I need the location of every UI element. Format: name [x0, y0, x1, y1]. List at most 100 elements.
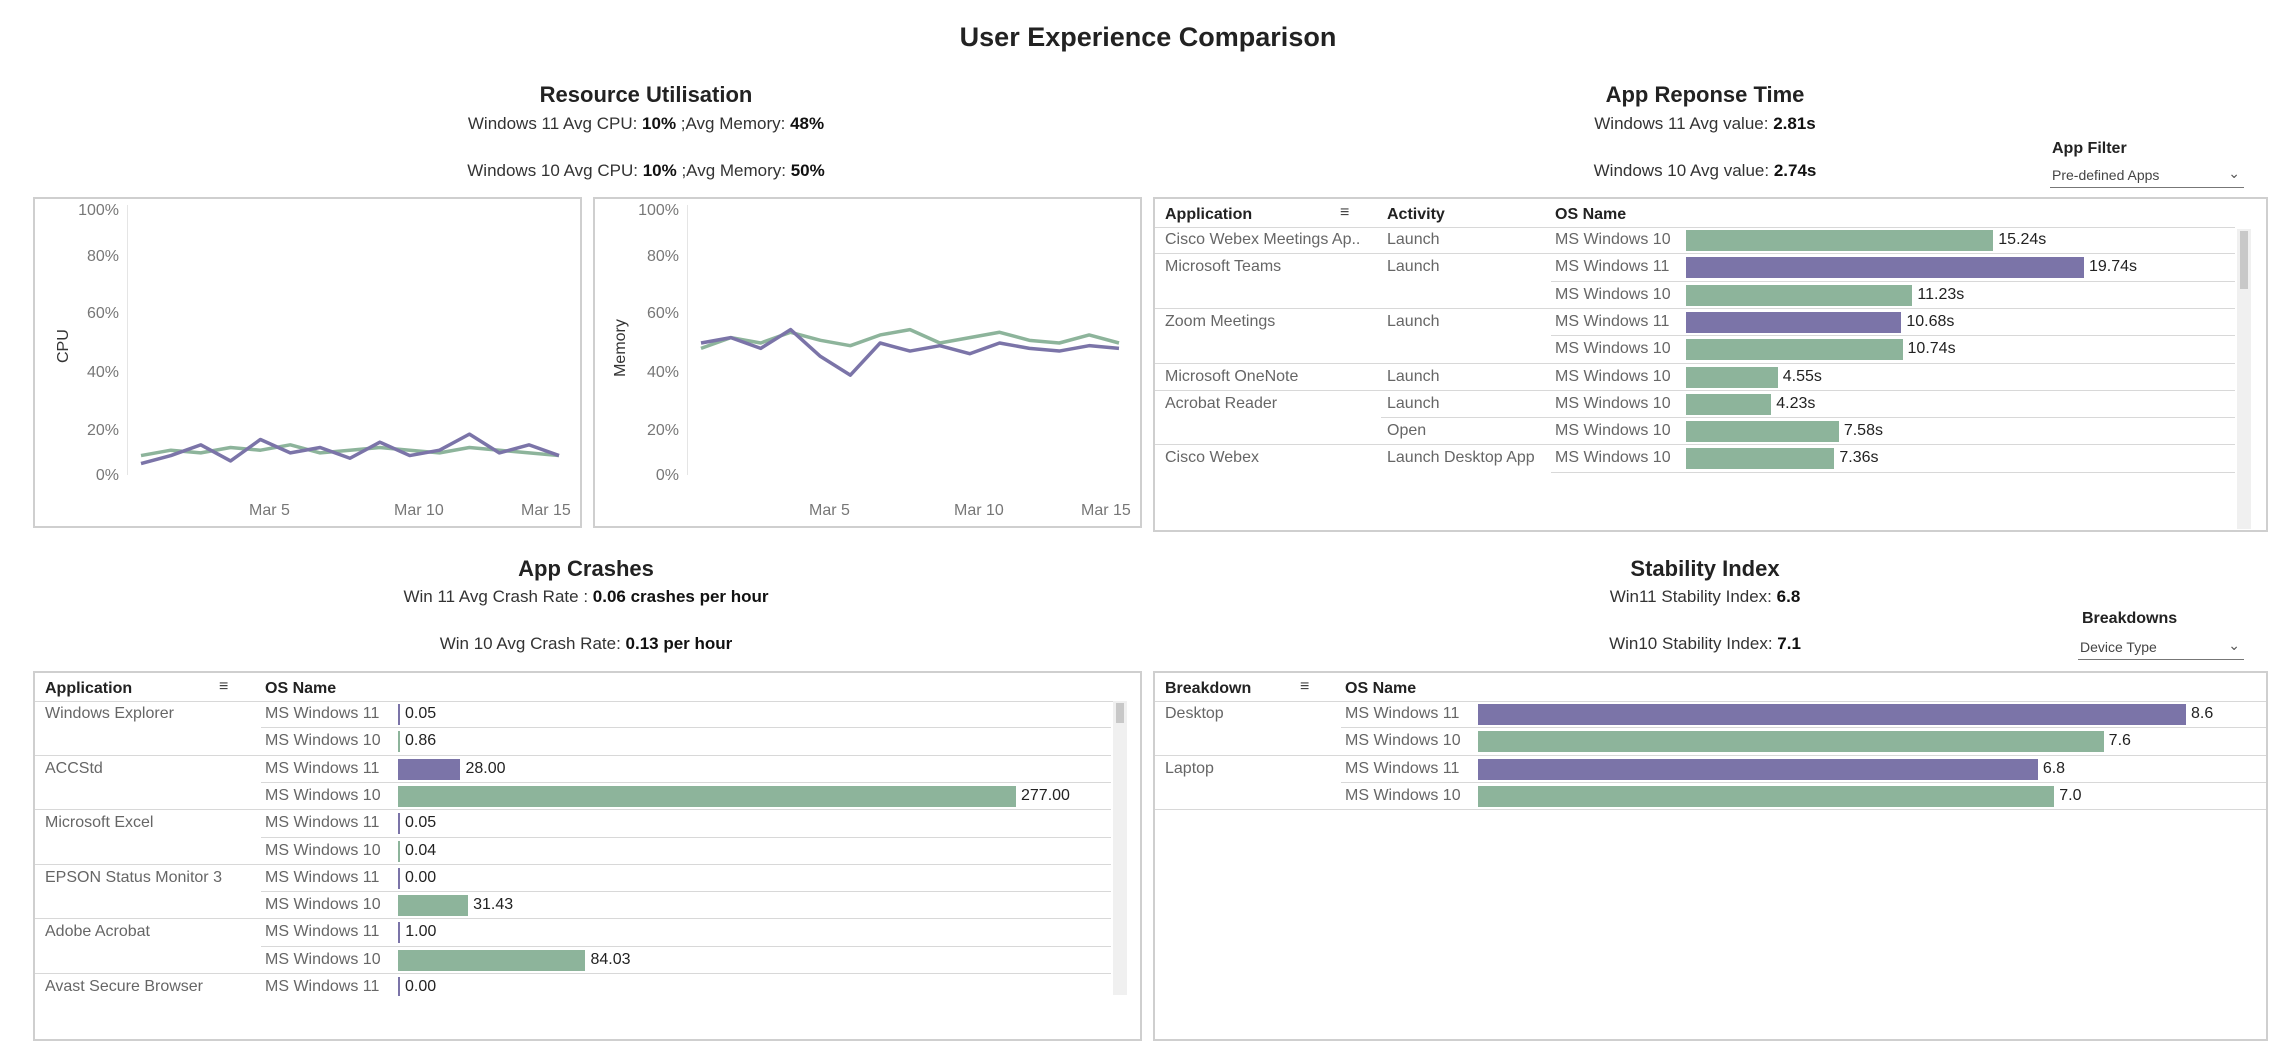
crash-bar-label: 0.00: [405, 978, 437, 995]
crash-bar: [398, 949, 586, 971]
response-activity: Launch: [1387, 312, 1440, 330]
crash-bar: [398, 895, 469, 917]
row-divider: [35, 863, 1111, 865]
response-bar: [1686, 284, 1913, 306]
response-rows: Cisco Webex Meetings Ap.. Launch MS Window…: [1155, 227, 2240, 530]
scrollbar-thumb[interactable]: [2240, 231, 2248, 289]
crash-bar-label: 0.05: [405, 814, 437, 832]
app-filter-value: Pre-defined Apps: [2052, 167, 2160, 183]
crash-app-name: Microsoft Excel: [45, 814, 154, 832]
row-divider: [261, 945, 1111, 947]
response-os-name: MS Windows 10: [1555, 394, 1671, 412]
resource-w11-summary: Windows 11 Avg CPU: 10% ;Avg Memory: 48%: [467, 114, 825, 133]
stability-bar-label: 8.6: [2191, 705, 2214, 722]
breakdowns-dropdown[interactable]: Device Type ⌄: [2078, 636, 2244, 660]
cpu-ytick: 60%: [86, 305, 119, 322]
crash-bar-label: 31.43: [473, 896, 514, 914]
memory-ytick: 80%: [646, 248, 679, 265]
response-header-application: Application: [1165, 206, 1253, 223]
crash-os-name: MS Windows 11: [265, 814, 380, 832]
response-os-name: MS Windows 10: [1555, 422, 1671, 440]
memory-ytick: 0%: [655, 467, 679, 484]
response-bar-label: 10.74s: [1907, 340, 1956, 358]
cpu-ytick: 40%: [86, 364, 119, 381]
stability-header-breakdown: Breakdown: [1165, 680, 1252, 697]
stability-breakdown: Desktop: [1165, 705, 1224, 722]
cpu-xtick: Mar 5: [249, 502, 290, 519]
row-divider: [261, 891, 1111, 893]
crash-os-name: MS Windows 11: [265, 868, 380, 886]
stability-header-os: OS Name: [1345, 680, 1417, 697]
response-app-name: Acrobat Reader: [1165, 394, 1278, 412]
cpu-y-label: CPU: [55, 329, 72, 363]
cpu-line-chart: [140, 432, 560, 466]
stability-rows: Desktop MS Windows 11 8.6 MS Windows 10 7.6 L…: [1155, 701, 2266, 901]
crash-app-name: ACCStd: [45, 759, 103, 777]
response-activity: Open: [1387, 422, 1427, 440]
response-bar: [1686, 366, 1778, 388]
row-divider: [1155, 444, 2235, 446]
crash-bar: [398, 813, 400, 835]
response-app-name: Microsoft OneNote: [1165, 367, 1299, 385]
row-divider: [1155, 362, 2235, 364]
stability-bar-label: 7.6: [2108, 732, 2131, 750]
crash-os-name: MS Windows 11: [265, 978, 380, 995]
row-divider: [35, 809, 1111, 811]
app-filter-dropdown[interactable]: Pre-defined Apps ⌄: [2050, 164, 2244, 188]
response-app-name: Microsoft Teams: [1165, 258, 1282, 276]
memory-axis-line: [687, 205, 688, 475]
crashes-rows: Windows Explorer MS Windows 11 0.05 MS Wind…: [35, 701, 1120, 996]
stability-title: Stability Index: [1630, 556, 1780, 581]
stability-bar: [1478, 758, 2038, 780]
cpu-axis-line: [127, 205, 128, 475]
crash-os-name: MS Windows 10: [265, 896, 381, 914]
cpu-ytick: 0%: [95, 467, 119, 484]
stability-w10-summary: Win10 Stability Index: 7.1: [1609, 634, 1801, 653]
row-divider: [35, 973, 1111, 974]
row-divider: [261, 836, 1111, 838]
memory-xtick: Mar 5: [809, 502, 850, 519]
cpu-xtick: Mar 15: [521, 502, 571, 519]
stability-bar: [1478, 704, 2186, 725]
header-divider: [1155, 701, 2266, 702]
response-bar: [1686, 393, 1772, 415]
sort-icon[interactable]: ≡: [219, 678, 229, 695]
sort-icon[interactable]: ≡: [1340, 204, 1350, 221]
row-divider: [1381, 417, 2235, 419]
dashboard-title: User Experience Comparison: [959, 22, 1337, 52]
response-bar: [1686, 448, 1835, 470]
response-scrollbar[interactable]: [2237, 229, 2251, 529]
crash-bar-label: 0.05: [405, 705, 437, 722]
sort-icon[interactable]: ≡: [1300, 678, 1310, 695]
stability-os-name: MS Windows 11: [1345, 705, 1460, 722]
row-divider: [1341, 727, 2266, 729]
app-filter-label: App Filter: [2052, 140, 2127, 157]
crash-bar-label: 0.00: [405, 868, 437, 886]
row-divider: [1551, 471, 2235, 473]
response-activity: Launch Desktop App: [1387, 449, 1535, 467]
response-app-name: Zoom Meetings: [1165, 312, 1276, 330]
cpu-ytick: 80%: [86, 248, 119, 265]
response-bar-label: 10.68s: [1906, 312, 1955, 330]
stability-breakdown: Laptop: [1165, 759, 1214, 777]
memory-ytick: 100%: [638, 202, 679, 219]
crash-bar-label: 84.03: [590, 950, 631, 968]
crash-bar: [398, 977, 400, 996]
crash-bar-label: 0.86: [405, 732, 437, 750]
resource-w10-summary: Windows 10 Avg CPU: 10% ;Avg Memory: 50%: [467, 161, 825, 180]
crashes-scrollbar[interactable]: [1113, 701, 1127, 995]
crash-os-name: MS Windows 11: [265, 705, 380, 722]
response-w10-summary: Windows 10 Avg value: 2.74s: [1593, 161, 1817, 180]
row-divider: [1155, 754, 2266, 756]
row-divider: [1551, 335, 2235, 337]
breakdowns-value: Device Type: [2080, 639, 2157, 655]
scrollbar-thumb[interactable]: [1116, 703, 1124, 723]
crashes-table-panel: Application ≡ OS Name Windows Explorer MS…: [33, 671, 1142, 1041]
crashes-header-application: Application: [45, 680, 133, 697]
memory-line-chart: [700, 327, 1120, 377]
row-divider: [1155, 253, 2235, 255]
row-divider: [35, 754, 1111, 756]
response-bar: [1686, 339, 1903, 361]
stability-os-name: MS Windows 11: [1345, 759, 1460, 777]
crash-bar-label: 0.04: [405, 841, 437, 859]
